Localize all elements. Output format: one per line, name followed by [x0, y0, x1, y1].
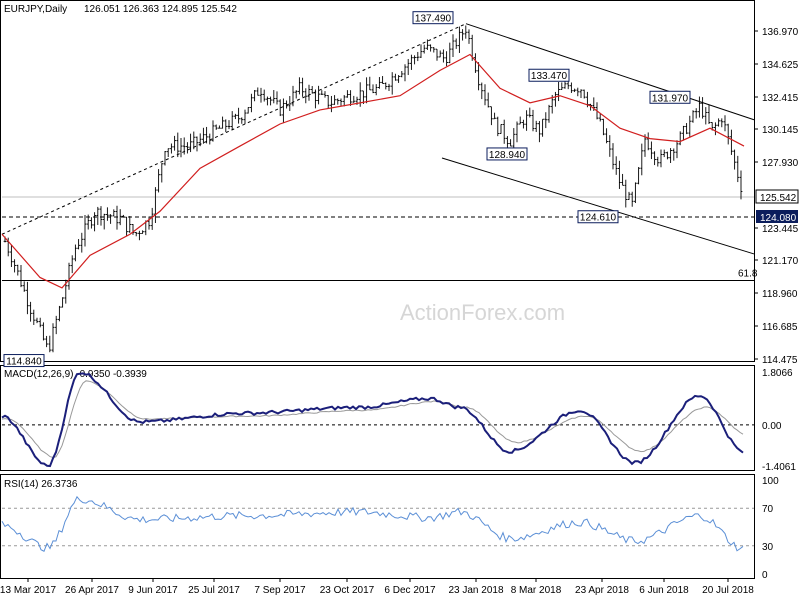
price-label-114.840: 114.840 — [6, 357, 42, 368]
macd-layer — [1, 372, 754, 468]
date-tick-4: 7 Sep 2017 — [254, 585, 306, 596]
date-tick-8: 8 Mar 2018 — [511, 585, 562, 596]
price-axis-tick-134.625: 134.625 — [762, 60, 799, 71]
moving-average-line — [1, 53, 745, 289]
price-axis-tick-118.960: 118.960 — [762, 289, 798, 300]
price-label-box-128.940 — [486, 147, 528, 161]
price-label-124.610: 124.610 — [580, 213, 617, 224]
price-axis-box-125.542 — [755, 189, 799, 204]
macd-axis-tick-1.8066: 1.8066 — [762, 368, 793, 379]
price-panel-frame — [0, 0, 755, 362]
date-tick-3: 25 Jul 2017 — [188, 585, 240, 596]
price-axis-tick-127.930: 127.930 — [762, 158, 799, 169]
falling-channel-bottom — [441, 157, 755, 255]
watermark: ActionForex.com — [400, 300, 565, 325]
macd-panel-frame — [0, 365, 755, 471]
price-label-137.490: 137.490 — [415, 14, 452, 25]
rsi-title: RSI(14) 26.3736 — [4, 479, 78, 490]
price-axis-tick-132.415: 132.415 — [762, 93, 799, 104]
rsi-axis-tick-30: 30 — [762, 542, 774, 553]
rsi-panel-frame — [0, 474, 755, 579]
price-axis-tick-116.685: 116.685 — [762, 322, 798, 333]
price-axis-tick-114.475: 114.475 — [762, 355, 798, 366]
price-label-box-133.470 — [528, 68, 570, 82]
price-layer: 61.8 137.490 133.470 131.970 128.940 124.610 1… — [1, 11, 758, 368]
price-label-131.970: 131.970 — [652, 93, 689, 104]
macd-title: MACD(12,26,9) -0.9350 -0.3939 — [4, 369, 147, 380]
date-tick-2: 9 Jun 2017 — [128, 585, 178, 596]
price-label-133.470: 133.470 — [531, 71, 568, 82]
date-tick-0: 13 Mar 2017 — [0, 585, 57, 596]
price-axis-tick-124.080: 124.080 — [760, 213, 797, 224]
ohlc-label: 126.051 126.363 124.895 125.542 — [84, 4, 237, 15]
date-tick-6: 6 Dec 2017 — [384, 585, 436, 596]
rsi-axis-tick-70: 70 — [762, 504, 774, 515]
price-label-box-124.610 — [577, 210, 619, 224]
date-tick-1: 26 Apr 2017 — [65, 585, 119, 596]
macd-axis-tick--1.4061: -1.4061 — [762, 462, 796, 473]
price-label-box-114.840 — [3, 354, 45, 368]
price-axis-tick-123.445: 123.445 — [762, 224, 799, 235]
level-label-61.8: 61.8 — [738, 268, 758, 279]
price-bars — [3, 25, 743, 353]
rsi-layer — [1, 495, 754, 552]
price-axis-box-124.080 — [756, 210, 798, 223]
falling-channel-top — [465, 23, 755, 121]
macd-axis-tick-0.00: 0.00 — [762, 421, 782, 432]
price-axis-tick-125.542: 125.542 — [760, 193, 797, 204]
symbol-label: EURJPY,Daily — [4, 4, 67, 15]
axis-layer: 136.970 134.625 132.415 130.145 127.930 125.5… — [0, 27, 799, 596]
date-tick-11: 20 Jul 2018 — [702, 585, 754, 596]
macd-line — [1, 372, 744, 468]
price-axis-tick-121.170: 121.170 — [762, 256, 799, 267]
price-axis-tick-136.970: 136.970 — [762, 27, 799, 38]
price-label-128.940: 128.940 — [489, 150, 526, 161]
rising-trendline — [1, 23, 467, 235]
rsi-axis-tick-100: 100 — [762, 476, 779, 487]
date-tick-5: 23 Oct 2017 — [320, 585, 375, 596]
price-label-box-137.490 — [412, 11, 454, 25]
date-tick-10: 6 Jun 2018 — [639, 585, 689, 596]
date-tick-7: 23 Jan 2018 — [448, 585, 503, 596]
price-axis-tick-130.145: 130.145 — [762, 125, 799, 136]
macd-signal-line — [1, 380, 744, 458]
rsi-line — [1, 495, 744, 552]
date-tick-9: 23 Apr 2018 — [575, 585, 629, 596]
price-label-box-131.970 — [649, 90, 691, 104]
rsi-axis-tick-0: 0 — [762, 570, 768, 581]
